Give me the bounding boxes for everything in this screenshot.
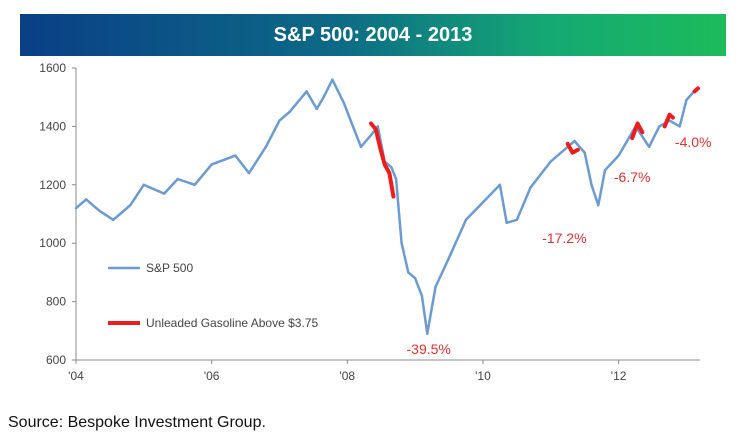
sp500-point [322,96,325,99]
legend-label: Unleaded Gasoline Above $3.75 [146,316,318,330]
sp500-point [583,151,586,154]
sp500-point [400,242,403,245]
sp500-point [331,78,334,81]
sp500-point [234,154,237,157]
series-segment-gasoline [369,121,396,199]
legend-label: S&P 500 [146,261,193,275]
sp500-point [193,183,196,186]
sp500-point [142,183,146,186]
sp500-point [369,133,373,137]
annotation-label: -4.0% [675,134,712,150]
sp500-point [390,166,393,169]
source-note: Source: Bespoke Investment Group. [8,414,266,431]
sp500-point [685,98,688,102]
sp500-point [176,177,179,181]
sp500-point [481,201,485,204]
sp500-point [129,204,132,207]
sp500-point [426,332,429,335]
sp500-point [74,206,78,210]
x-tick-labels: '04 '06 '08 '10 '12 [68,360,627,383]
series-line-sp500 [75,78,698,335]
sp500-point [420,294,424,297]
sp500-point [505,221,508,224]
sp500-point [118,212,122,216]
sp500-point [210,163,213,166]
sp500-point [678,125,681,128]
sp500-point [305,90,308,93]
sp500-point [315,107,318,111]
sp500-point [597,204,600,207]
sp500-point [549,160,552,163]
sp500-point [98,209,101,213]
sp500-point [529,186,532,189]
annotation-label: -39.5% [407,341,451,357]
sp500-line-chart: 600 800 1000 1200 1400 1600 '04 '06 '08 '10 '12 -… [39,61,712,383]
sp500-point [413,277,417,280]
sp500-point [498,183,502,186]
sp500-point [515,218,519,222]
annotation-layer: -39.5% -17.2% -6.7% -4.0% [407,134,712,357]
y-tick-label: 800 [46,295,66,309]
sp500-point [407,271,410,274]
chart-title: S&P 500: 2004 - 2013 [273,24,473,46]
sp500-point [617,154,620,157]
sp500-point [464,218,468,222]
x-tick-label: '04 [68,369,84,383]
series-segment-gasoline [692,86,700,94]
sp500-point [447,256,451,259]
y-tick-label: 1600 [39,61,66,75]
y-tick-label: 1000 [39,236,66,250]
sp500-point [349,119,352,122]
sp500-point [112,218,115,222]
y-tick-labels: 600 800 1000 1200 1400 1600 [39,61,76,367]
annotation-label: -17.2% [542,230,586,246]
sp500-point [342,101,346,105]
y-tick-label: 1400 [39,119,66,133]
x-tick-label: '12 [611,369,627,383]
legend: S&P 500 Unleaded Gasoline Above $3.75 [108,261,318,330]
title-bar: S&P 500: 2004 - 2013 [20,14,726,56]
sp500-point [264,145,268,149]
sp500-point [590,183,593,186]
y-tick-label: 600 [46,353,66,367]
sp500-point [247,171,251,175]
sp500-point [563,148,566,151]
sp500-point [658,125,661,128]
sp500-point [84,198,88,201]
x-tick-label: '08 [339,369,355,383]
series-segment-gasoline [630,121,645,141]
sp500-point [162,192,166,195]
x-tick-label: '10 [475,369,491,383]
sp500-point [573,139,576,143]
sp500-point [376,125,380,128]
series-segment-gasoline [662,112,675,129]
series-segment-gasoline [565,141,580,155]
annotation-label: -6.7% [614,169,651,185]
sp500-point [394,177,398,181]
x-tick-label: '06 [204,369,220,383]
series-layer [74,78,700,335]
sp500-point [359,145,363,149]
sp500-point [647,145,651,149]
sp500-point [278,119,281,122]
sp500-point [434,285,437,289]
y-tick-label: 1200 [39,178,66,192]
sp500-point [288,110,291,114]
sp500-point [603,169,607,172]
